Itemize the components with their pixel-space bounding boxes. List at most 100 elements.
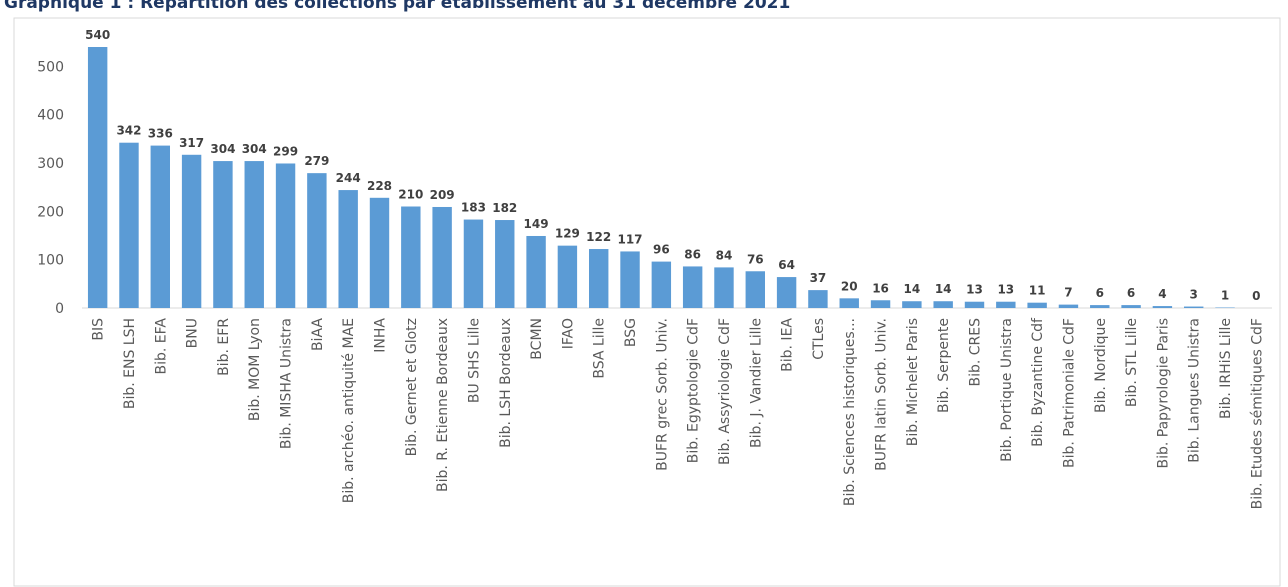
y-tick-label: 400 bbox=[37, 108, 64, 124]
x-tick-label: BSG bbox=[623, 318, 639, 347]
x-tick-label: Bib. ENS LSH bbox=[122, 318, 138, 409]
bar bbox=[526, 235, 546, 308]
x-tick-label: Bib. Etudes sémitiques CdF bbox=[1249, 318, 1265, 509]
value-label: 7 bbox=[1064, 286, 1072, 300]
x-tick-label: IFAO bbox=[560, 318, 576, 349]
x-tick-label: Bib. Langues Unistra bbox=[1187, 318, 1203, 463]
bar bbox=[589, 249, 609, 308]
value-label: 117 bbox=[617, 232, 642, 246]
value-label: 20 bbox=[841, 279, 858, 293]
x-tick-label: Bib. Patrimoniale CdF bbox=[1061, 318, 1077, 468]
value-label: 37 bbox=[810, 271, 827, 285]
x-tick-label: BIS bbox=[91, 318, 107, 341]
x-tick-label: Bib. archéo. antiquité MAE bbox=[341, 318, 357, 503]
x-tick-label: BNU bbox=[185, 318, 201, 348]
bar bbox=[1058, 304, 1079, 308]
value-label: 14 bbox=[904, 282, 921, 296]
bar bbox=[808, 290, 828, 308]
bar bbox=[1184, 306, 1204, 308]
bar bbox=[776, 277, 797, 308]
value-label: 11 bbox=[1029, 284, 1046, 298]
value-label: 279 bbox=[304, 154, 329, 168]
y-tick-label: 200 bbox=[37, 204, 64, 220]
bar bbox=[1027, 302, 1047, 308]
bar bbox=[369, 197, 390, 308]
value-label: 6 bbox=[1127, 286, 1135, 300]
x-tick-label: Bib. Egyptologie CdF bbox=[686, 318, 702, 463]
bar bbox=[150, 145, 170, 308]
value-label: 64 bbox=[778, 258, 795, 272]
bar bbox=[1121, 305, 1141, 308]
bar bbox=[119, 142, 139, 308]
bar bbox=[307, 173, 327, 308]
value-label: 304 bbox=[242, 142, 267, 156]
bar bbox=[933, 301, 953, 308]
x-tick-label: Bib. Papyrologie Paris bbox=[1155, 318, 1171, 469]
bar bbox=[463, 219, 484, 308]
bar bbox=[870, 300, 891, 308]
bar bbox=[902, 301, 922, 308]
value-label: 96 bbox=[653, 243, 670, 257]
y-tick-label: 300 bbox=[37, 156, 64, 172]
x-tick-label: Bib. Serpente bbox=[936, 318, 952, 413]
value-label: 122 bbox=[586, 230, 611, 244]
bar bbox=[651, 261, 672, 308]
x-tick-label: Bib. LSH Bordeaux bbox=[498, 318, 514, 448]
bar bbox=[682, 266, 703, 308]
bar bbox=[745, 271, 765, 308]
x-tick-label: Bib. IEA bbox=[780, 318, 796, 372]
value-label: 183 bbox=[461, 201, 486, 215]
bar bbox=[557, 245, 578, 308]
x-tick-label: Bib. Michelet Paris bbox=[905, 318, 921, 446]
value-label: 129 bbox=[555, 227, 580, 241]
value-label: 540 bbox=[85, 28, 110, 42]
y-tick-label: 0 bbox=[55, 301, 64, 317]
x-tick-label: Bib. R. Etienne Bordeaux bbox=[435, 318, 451, 492]
x-tick-label: Bib. Sciences historiques... bbox=[842, 318, 858, 506]
x-tick-label: Bib. IRHiS Lille bbox=[1218, 318, 1234, 419]
bar bbox=[401, 206, 421, 308]
value-label: 342 bbox=[116, 124, 141, 138]
value-label: 13 bbox=[997, 283, 1014, 297]
bar bbox=[714, 267, 734, 308]
x-tick-label: BiAA bbox=[310, 318, 326, 351]
x-tick-label: CTLes bbox=[811, 318, 827, 360]
x-tick-label: BCMN bbox=[529, 318, 545, 360]
x-tick-label: BSA Lille bbox=[592, 318, 608, 379]
x-tick-label: Bib. STL Lille bbox=[1124, 318, 1140, 407]
value-label: 13 bbox=[966, 283, 983, 297]
value-label: 16 bbox=[872, 281, 889, 295]
x-tick-label: Bib. MOM Lyon bbox=[247, 318, 263, 421]
x-tick-label: Bib. Assyriologie CdF bbox=[717, 318, 733, 465]
x-tick-label: INHA bbox=[373, 318, 389, 353]
bar bbox=[213, 161, 233, 308]
bar bbox=[432, 206, 452, 308]
value-label: 3 bbox=[1190, 288, 1198, 302]
x-tick-label: Bib. Gernet et Glotz bbox=[404, 318, 420, 456]
bar bbox=[181, 154, 202, 308]
value-label: 228 bbox=[367, 179, 392, 193]
value-label: 299 bbox=[273, 144, 298, 158]
bar bbox=[338, 190, 358, 308]
y-tick-label: 500 bbox=[37, 59, 64, 75]
chart-title: Graphique 1 : Répartition des collection… bbox=[4, 0, 790, 13]
value-label: 336 bbox=[148, 127, 173, 141]
bar bbox=[620, 251, 640, 308]
value-label: 244 bbox=[336, 171, 361, 185]
value-label: 6 bbox=[1096, 286, 1104, 300]
value-label: 304 bbox=[210, 142, 235, 156]
x-tick-label: Bib. Portique Unistra bbox=[999, 318, 1015, 462]
bar bbox=[87, 47, 108, 308]
bar bbox=[996, 301, 1016, 308]
bar bbox=[1152, 306, 1173, 308]
chart-border bbox=[13, 17, 1281, 587]
y-tick-label: 100 bbox=[37, 253, 64, 269]
x-tick-label: BUFR grec Sorb. Univ. bbox=[654, 318, 670, 471]
bar bbox=[275, 163, 296, 308]
value-label: 14 bbox=[935, 282, 952, 296]
x-tick-label: Bib. CRES bbox=[968, 318, 984, 387]
x-tick-label: BUFR latin Sorb. Univ. bbox=[874, 318, 890, 471]
x-tick-label: Bib. EFA bbox=[153, 318, 169, 375]
value-label: 86 bbox=[684, 247, 701, 261]
